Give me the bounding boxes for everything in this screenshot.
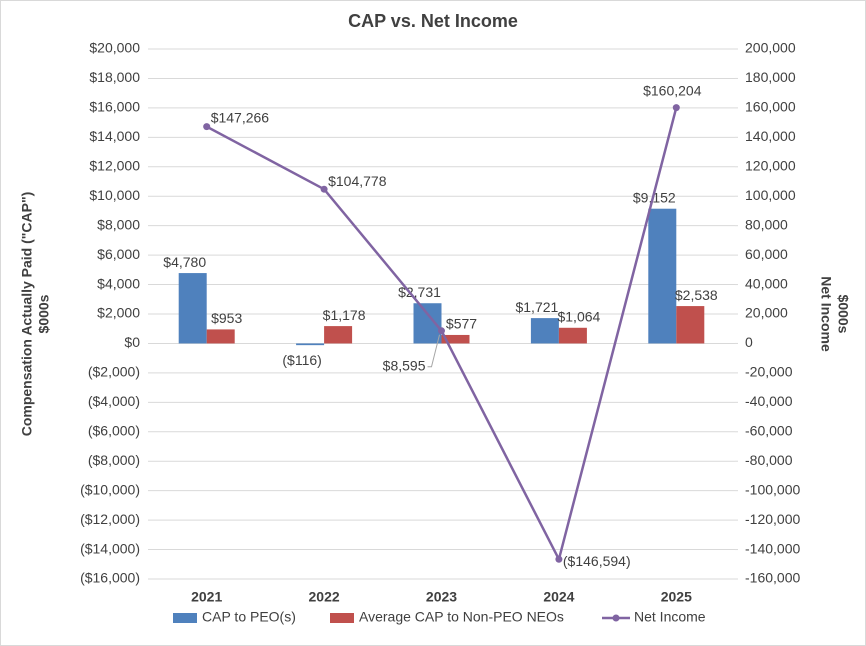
y-tick-label: $8,000 (97, 216, 140, 232)
y-tick-label: ($14,000) (80, 540, 140, 556)
y-tick-label: ($4,000) (88, 393, 140, 409)
leader-line (427, 334, 440, 368)
y-tick-label: ($2,000) (88, 364, 140, 380)
y2-tick-label: 100,000 (745, 187, 796, 203)
legend-label: CAP to PEO(s) (202, 609, 296, 625)
data-label: $147,266 (211, 109, 270, 125)
y-tick-label: ($8,000) (88, 452, 140, 468)
y-tick-label: ($16,000) (80, 570, 140, 586)
data-label: $953 (211, 310, 242, 326)
line-point (203, 123, 211, 131)
x-tick-label: 2024 (543, 589, 574, 605)
y2-tick-label: 160,000 (745, 99, 796, 115)
line-point (555, 555, 563, 563)
y2-tick-label: 80,000 (745, 216, 788, 232)
y-tick-label: $16,000 (89, 99, 140, 115)
y-tick-label: $10,000 (89, 187, 140, 203)
y-tick-label: $2,000 (97, 305, 140, 321)
y2-tick-label: 140,000 (745, 128, 796, 144)
line-point (320, 185, 328, 193)
bar (413, 303, 442, 344)
x-tick-label: 2025 (661, 589, 692, 605)
y-tick-label: ($12,000) (80, 511, 140, 527)
data-label: $9,152 (633, 189, 676, 205)
x-tick-label: 2022 (309, 589, 340, 605)
y-axis-label: $000s (36, 294, 52, 333)
y2-tick-label: 40,000 (745, 275, 788, 291)
x-tick-label: 2023 (426, 589, 457, 605)
y2-tick-label: 20,000 (745, 305, 788, 321)
y2-tick-label: -40,000 (745, 393, 793, 409)
data-label: $4,780 (163, 254, 206, 270)
data-label: ($116) (282, 352, 321, 368)
y2-tick-label: -20,000 (745, 364, 793, 380)
y2-tick-label: 60,000 (745, 246, 788, 262)
y-axis-label: Compensation Actually Paid ("CAP") (19, 192, 35, 437)
legend-label: Net Income (634, 609, 706, 625)
line-point (672, 104, 680, 112)
data-label: ($146,594) (563, 553, 631, 569)
legend-swatch (612, 614, 620, 622)
y2-tick-label: -60,000 (745, 422, 793, 438)
data-label: $2,538 (675, 287, 718, 303)
y2-tick-label: -160,000 (745, 570, 800, 586)
y2-tick-label: 180,000 (745, 69, 796, 85)
y-tick-label: ($6,000) (88, 422, 140, 438)
y2-tick-label: 0 (745, 334, 753, 350)
bar (324, 326, 353, 344)
bar (441, 334, 470, 344)
data-label: $160,204 (643, 82, 702, 98)
data-label: $1,064 (557, 308, 600, 324)
legend-swatch (173, 613, 197, 623)
y2-tick-label: -80,000 (745, 452, 793, 468)
y-tick-label: $18,000 (89, 69, 140, 85)
bar (206, 329, 235, 344)
bar (178, 273, 207, 344)
x-tick-label: 2021 (191, 589, 222, 605)
y2-tick-label: -100,000 (745, 481, 800, 497)
y2-axis-label: Net Income (818, 276, 834, 352)
y-tick-label: $6,000 (97, 246, 140, 262)
y2-tick-label: -140,000 (745, 540, 800, 556)
bar (530, 318, 559, 344)
data-label: $577 (446, 316, 477, 332)
y-tick-label: $4,000 (97, 275, 140, 291)
data-label: $104,778 (328, 173, 387, 189)
data-label: $8,595 (383, 357, 426, 373)
data-label: $2,731 (398, 284, 441, 300)
y2-tick-label: -120,000 (745, 511, 800, 527)
line-point (438, 327, 445, 335)
bar (676, 306, 705, 344)
bar (558, 327, 587, 344)
y-tick-label: $14,000 (89, 128, 140, 144)
data-label: $1,721 (515, 299, 558, 315)
y2-tick-label: 120,000 (745, 157, 796, 173)
y2-tick-label: 200,000 (745, 40, 796, 56)
y-tick-label: $12,000 (89, 157, 140, 173)
legend-swatch (330, 613, 354, 623)
legend-label: Average CAP to Non-PEO NEOs (359, 609, 564, 625)
bar (296, 343, 325, 346)
bar (648, 208, 677, 344)
y2-axis-label: $000s (835, 295, 851, 334)
y-tick-label: $0 (124, 334, 140, 350)
data-label: $1,178 (323, 307, 366, 323)
y-tick-label: $20,000 (89, 40, 140, 56)
chart-title: CAP vs. Net Income (348, 11, 518, 31)
y-tick-label: ($10,000) (80, 481, 140, 497)
